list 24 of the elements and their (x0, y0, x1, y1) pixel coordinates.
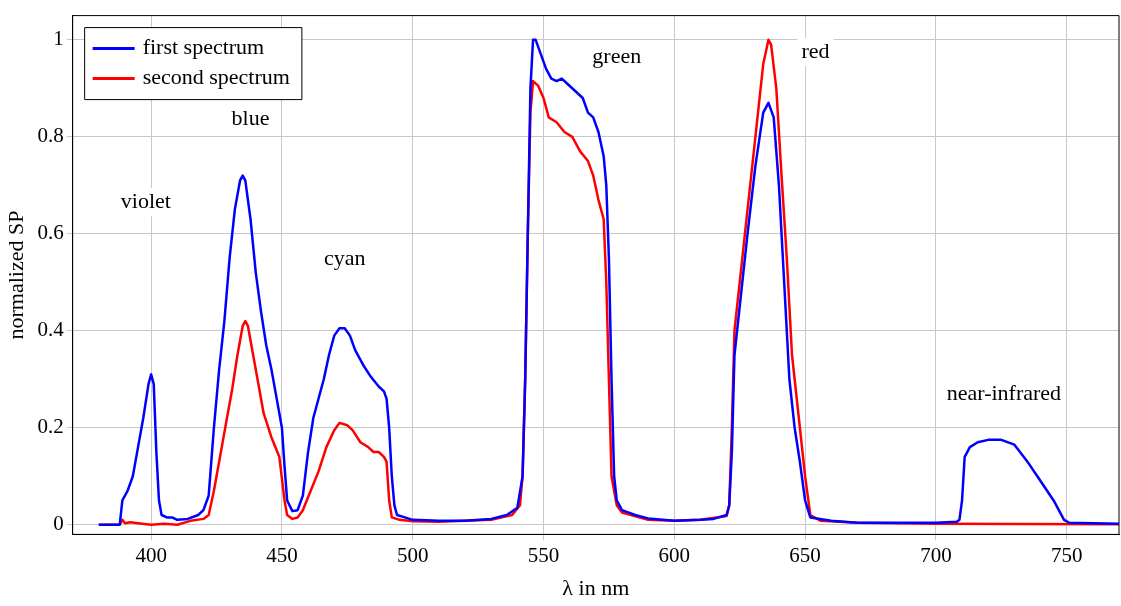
x-tick-label: 500 (396, 542, 429, 567)
y-tick-label: 0.4 (37, 317, 65, 342)
annotation: red (801, 37, 830, 63)
legend-label: first spectrum (142, 34, 265, 60)
annotation: violet (120, 188, 171, 214)
x-tick-label: 550 (527, 542, 560, 567)
annotation: cyan (323, 245, 366, 271)
x-tick-label: 400 (135, 542, 167, 567)
annotation: blue (231, 105, 270, 131)
x-tick-label: 750 (1050, 542, 1083, 567)
legend-label: second spectrum (142, 64, 290, 90)
annotation: near-infrared (946, 380, 1062, 406)
y-axis-title: normalized SP (2, 210, 28, 340)
y-tick-label: 1 (53, 26, 64, 51)
y-tick-label: 0 (53, 511, 64, 536)
y-tick-label: 0.6 (37, 220, 64, 245)
x-tick-label: 450 (266, 542, 298, 567)
x-tick-label: 700 (920, 542, 952, 567)
x-tick-label: 650 (789, 542, 821, 567)
y-tick-label: 0.8 (37, 123, 64, 148)
x-tick-label: 600 (658, 542, 691, 567)
annotation: green (592, 42, 642, 68)
x-axis-title: λ in nm (562, 574, 630, 600)
y-tick-label: 0.2 (37, 414, 64, 439)
